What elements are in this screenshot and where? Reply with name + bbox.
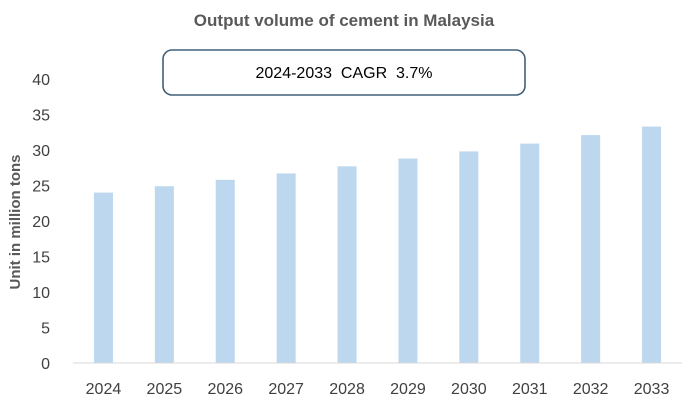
y-tick-label: 30 [32,143,50,160]
x-tick-label: 2027 [268,381,304,398]
annotation-text: 2024-2033 CAGR 3.7% [256,65,433,82]
bar [398,158,418,363]
y-tick-label: 35 [32,108,50,125]
x-tick-label: 2030 [451,381,487,398]
y-tick-label: 15 [32,250,50,267]
y-tick-label: 5 [41,321,50,338]
x-tick-label: 2032 [573,381,609,398]
y-tick-label: 0 [41,356,50,373]
y-tick-label: 20 [32,214,50,231]
bar [276,173,296,363]
x-tick-label: 2033 [634,381,670,398]
y-tick-label: 10 [32,285,50,302]
x-tick-label: 2031 [512,381,548,398]
x-axis-ticks: 2024 2025 2026 2027 2028 2029 2030 2031 2032 2033 [86,381,670,398]
x-tick-label: 2029 [390,381,426,398]
x-tick-label: 2028 [329,381,365,398]
y-axis-ticks: 0 5 10 15 20 25 30 35 40 [32,72,50,373]
bar [215,179,235,363]
y-tick-label: 25 [32,179,50,196]
x-tick-label: 2026 [207,381,243,398]
bar [642,126,662,363]
bar [337,166,357,363]
cagr-annotation: 2024-2033 CAGR 3.7% [162,49,526,96]
bars [93,126,662,363]
bar [93,192,113,363]
x-tick-label: 2025 [147,381,183,398]
bar [459,151,479,363]
bar [154,186,174,363]
bar [520,143,540,363]
x-tick-label: 2024 [86,381,122,398]
y-axis-label: Unit in million tons [7,155,24,290]
y-tick-label: 40 [32,72,50,89]
chart-title: Output volume of cement in Malaysia [194,11,495,30]
bar [581,135,601,363]
annotation-box [162,49,526,96]
